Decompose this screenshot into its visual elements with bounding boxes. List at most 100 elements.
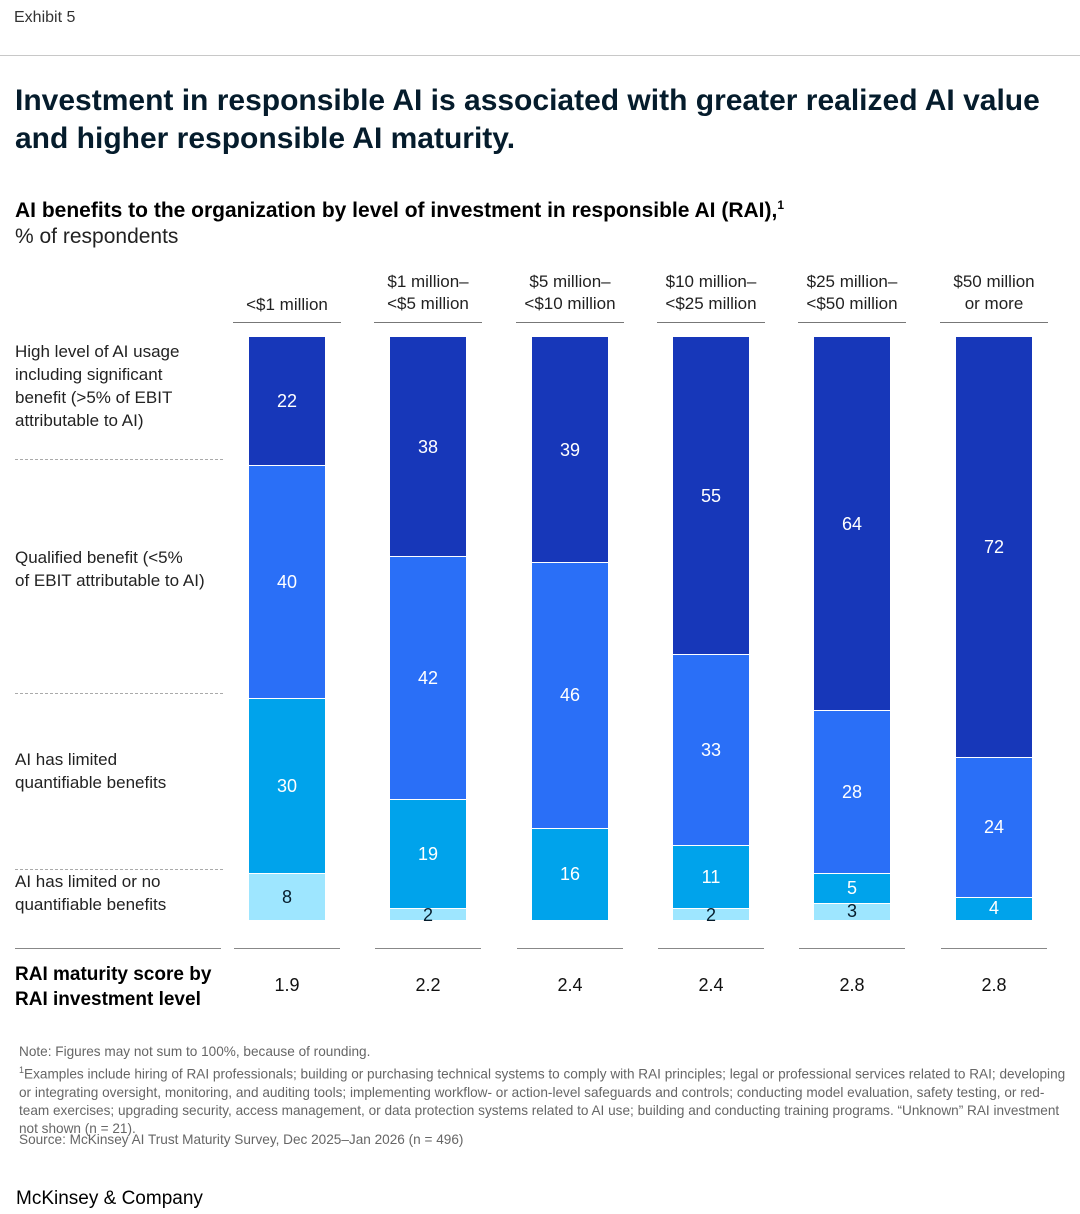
category-label: $5 million– <$10 million [505, 271, 635, 315]
series-label-line: Qualified benefit (<5% [15, 548, 183, 567]
stacked-bar: 55 33 11 2 [673, 337, 749, 925]
data-label: 30 [276, 775, 298, 796]
bar-segment-limited_or_none [673, 908, 749, 920]
stacked-bar: 64 28 5 3 [814, 337, 890, 921]
bar-segment-limited_or_none [249, 873, 325, 920]
data-label: 22 [276, 391, 298, 412]
headline: Investment in responsible AI is associat… [15, 84, 1040, 155]
bar-segment-qualified [673, 654, 749, 845]
category-rule [940, 322, 1048, 323]
series-label-line: quantifiable benefits [15, 895, 167, 914]
category-label-line: $1 million– [387, 272, 469, 291]
bottom-rule [799, 948, 905, 949]
chart-title: AI benefits to the organization by level… [15, 198, 784, 223]
data-label: 2 [422, 905, 433, 926]
bar-segment-high [390, 337, 466, 557]
series-label-line: AI has limited [15, 750, 118, 769]
series-label-line: of EBIT attributable to AI) [15, 571, 205, 590]
maturity-label-line: RAI maturity score by [15, 964, 212, 985]
bar-segment-limited [249, 698, 325, 874]
category-rule [798, 322, 906, 323]
category-rule [657, 322, 765, 323]
chart-title-footnote-marker: 1 [777, 198, 785, 212]
data-label: 39 [559, 439, 581, 460]
series-label-line: attributable to AI) [15, 411, 144, 430]
bar-segment-qualified [814, 710, 890, 874]
category-label: $50 million or more [929, 271, 1059, 315]
bar-segment-limited [673, 844, 749, 909]
bar-segment-qualified [249, 465, 325, 699]
data-label: 55 [700, 485, 722, 506]
category-label-line: $10 million– [665, 272, 757, 291]
bottom-rule [658, 948, 764, 949]
category-rule [233, 322, 341, 323]
bar-segment-qualified [390, 556, 466, 799]
data-label: 28 [841, 781, 863, 802]
category-label-line: $50 million [953, 272, 1035, 291]
stacked-bar: 39 46 16 [532, 337, 608, 920]
bar-segment-high [956, 337, 1032, 757]
category-rule [374, 322, 482, 323]
category-label-line: $5 million– [529, 272, 611, 291]
data-label: 24 [983, 816, 1005, 837]
data-label: 19 [417, 843, 439, 864]
maturity-score: 2.4 [698, 975, 724, 995]
bar-segment-limited [956, 896, 1032, 920]
bottom-rule [375, 948, 481, 949]
exhibit-label: Exhibit 5 [14, 9, 76, 26]
category-rule [516, 322, 624, 323]
category-label-line: <$25 million [665, 294, 757, 313]
series-label-line: including significant [15, 365, 163, 384]
maturity-score-label: RAI maturity score by RAI investment lev… [15, 962, 211, 1012]
maturity-score: 2.8 [981, 975, 1007, 995]
series-label-line: quantifiable benefits [15, 773, 167, 792]
series-label-limited_or_none: AI has limited or no quantifiable benefit… [15, 870, 230, 916]
data-label: 38 [417, 436, 439, 457]
series-label-high: High level of AI usage including signific… [15, 340, 230, 432]
stacked-bar: 22 40 30 8 [249, 337, 325, 920]
maturity-label-line: RAI investment level [15, 989, 201, 1010]
bar-segment-qualified [956, 756, 1032, 897]
category-label: $10 million– <$25 million [646, 271, 776, 315]
chart-unit-label: % of respondents [15, 225, 179, 248]
data-label: 2 [705, 905, 716, 926]
stacked-bar: 72 24 4 [956, 337, 1032, 920]
bar-segment-limited_or_none [390, 908, 466, 920]
data-label: 42 [417, 667, 439, 688]
maturity-score: 2.8 [839, 975, 865, 995]
chart-title-text: AI benefits to the organization by level… [15, 199, 778, 222]
data-label: 72 [983, 536, 1005, 557]
bottom-rule [517, 948, 623, 949]
bottom-rule [15, 948, 221, 949]
bar-segment-high [673, 337, 749, 655]
data-label: 5 [846, 877, 857, 898]
series-label-line: High level of AI usage [15, 342, 180, 361]
category-label: $25 million– <$50 million [787, 271, 917, 315]
series-label-limited: AI has limited quantifiable benefits [15, 748, 230, 794]
category-label-line: <$10 million [524, 294, 616, 313]
category-label-line: <$50 million [806, 294, 898, 313]
category-label: $1 million– <$5 million [363, 271, 493, 315]
data-label: 4 [988, 898, 999, 919]
maturity-score: 1.9 [274, 975, 300, 995]
data-label: 40 [276, 571, 298, 592]
category-label-line: or more [964, 294, 1024, 313]
category-label-line: $25 million– [806, 272, 898, 291]
data-label: 16 [559, 863, 581, 884]
bar-segment-high [814, 337, 890, 711]
footnote-1: 1Examples include hiring of RAI professi… [19, 1061, 1074, 1138]
footnote-marker: 1 [19, 1065, 25, 1075]
bar-segment-high [532, 337, 608, 563]
note-rounding: Note: Figures may not sum to 100%, becau… [19, 1044, 371, 1059]
bar-segment-limited [814, 873, 890, 903]
series-label-qualified: Qualified benefit (<5% of EBIT attributab… [15, 546, 230, 592]
bar-segment-limited [532, 827, 608, 920]
bar-segment-qualified [532, 562, 608, 828]
bar-segment-high [249, 337, 325, 466]
series-separator [15, 459, 223, 460]
bottom-rule [234, 948, 340, 949]
data-label: 33 [700, 739, 722, 760]
bottom-rule [941, 948, 1047, 949]
footnote-text: Examples include hiring of RAI professio… [19, 1066, 1066, 1136]
series-separator [15, 693, 223, 694]
